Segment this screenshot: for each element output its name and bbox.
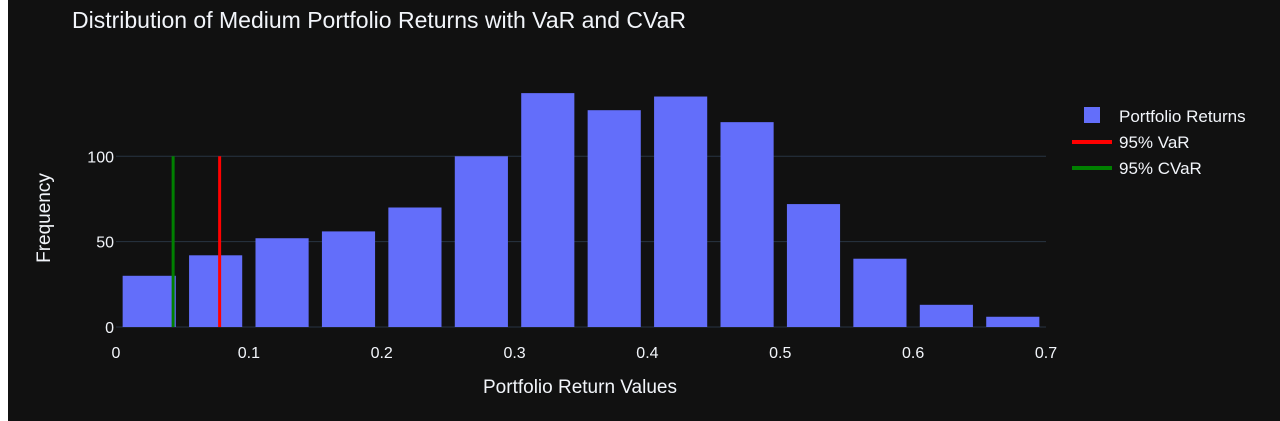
legend-label-1: 95% VaR	[1119, 133, 1190, 152]
histogram-bar-11	[853, 258, 907, 327]
histogram-bar-10	[786, 204, 841, 327]
histogram-bar-3	[321, 231, 376, 327]
x-tick-labels: 0 0.1 0.2 0.3 0.4 0.5 0.6 0.7	[112, 345, 1058, 362]
histogram-bar-6	[521, 93, 575, 327]
histogram-bar-12	[919, 304, 973, 327]
x-tick-label-6: 0.6	[902, 345, 924, 362]
legend-item-0[interactable]: Portfolio Returns	[1084, 107, 1246, 126]
y-tick-label-0: 0	[105, 320, 114, 337]
x-tick-label-1: 0.1	[238, 345, 260, 362]
x-tick-label-3: 0.3	[503, 345, 525, 362]
x-tick-label-2: 0.2	[371, 345, 393, 362]
histogram-bar-0	[122, 275, 176, 327]
histogram-bar-2	[255, 238, 309, 327]
legend-item-2[interactable]: 95% CVaR	[1072, 159, 1202, 178]
histogram-bar-9	[720, 122, 774, 328]
x-tick-label-0: 0	[112, 345, 121, 362]
chart-title: Distribution of Medium Portfolio Returns…	[72, 7, 686, 33]
histogram-bar-1	[189, 255, 243, 327]
y-tick-label-2: 100	[87, 149, 114, 166]
x-tick-label-7: 0.7	[1035, 345, 1057, 362]
x-axis-label: Portfolio Return Values	[483, 377, 677, 398]
y-axis-label: Frequency	[34, 173, 55, 263]
legend-swatch-0	[1084, 107, 1100, 123]
legend-label-2: 95% CVaR	[1119, 159, 1202, 178]
x-tick-label-4: 0.4	[636, 345, 658, 362]
histogram-bar-13	[986, 316, 1040, 327]
legend-item-1[interactable]: 95% VaR	[1072, 133, 1190, 152]
risk-lines	[171, 156, 222, 327]
histogram-bar-4	[388, 207, 442, 327]
y-tick-label-1: 50	[96, 235, 114, 252]
x-tick-label-5: 0.5	[769, 345, 791, 362]
histogram-bar-5	[454, 156, 508, 327]
y-tick-labels: 0 50 100	[87, 149, 114, 337]
histogram-bar-7	[587, 110, 641, 327]
bars	[122, 93, 1040, 328]
histogram-bar-8	[654, 96, 708, 328]
legend[interactable]: Portfolio Returns 95% VaR 95% CVaR	[1072, 107, 1246, 178]
legend-label-0: Portfolio Returns	[1119, 107, 1246, 126]
